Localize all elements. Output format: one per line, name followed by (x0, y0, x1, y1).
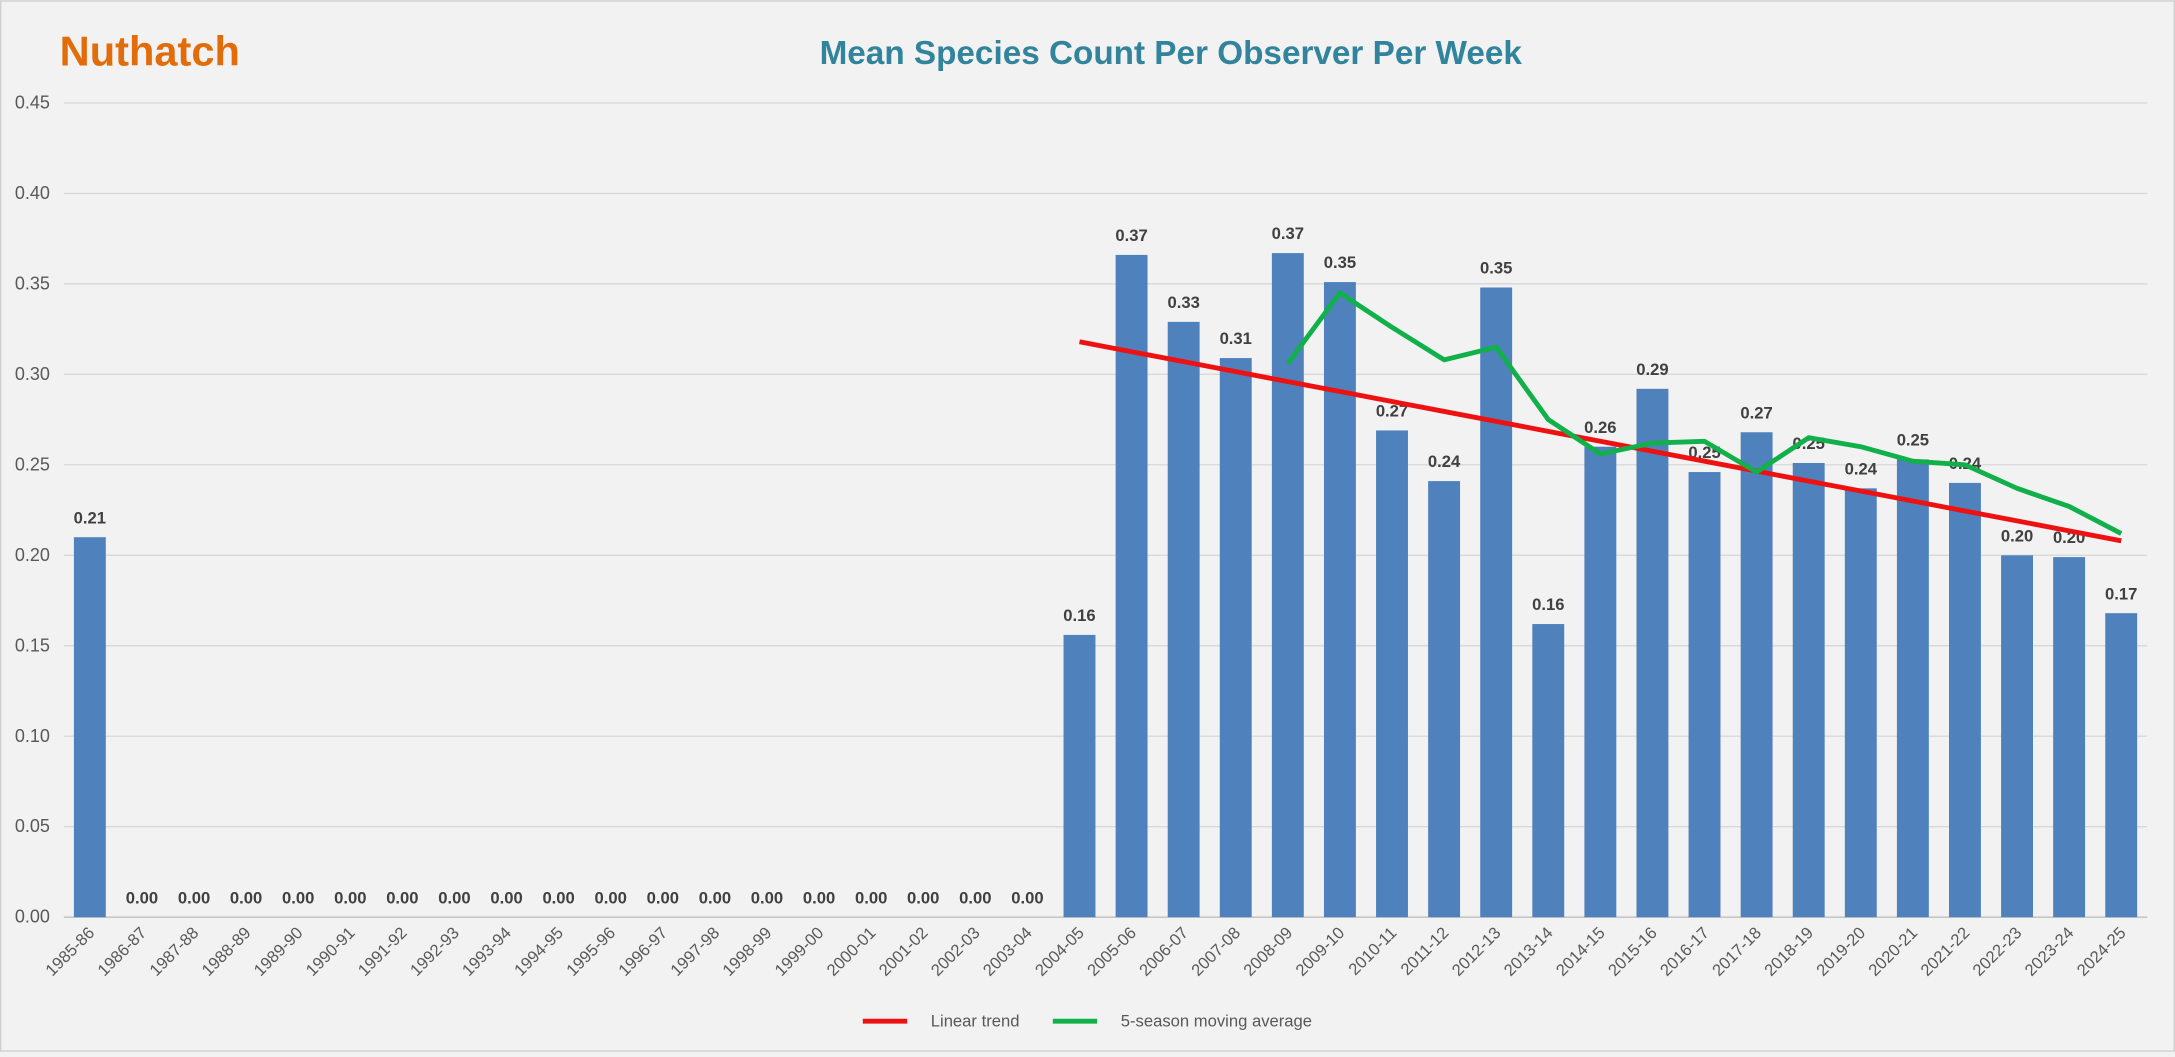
bar (2001, 555, 2033, 918)
data-label: 0.00 (334, 888, 366, 907)
data-label: 0.37 (1115, 226, 1147, 245)
bar (1636, 388, 1669, 918)
data-label: 0.25 (1897, 431, 1929, 450)
data-label: 0.20 (2001, 526, 2033, 545)
data-label: 0.24 (1845, 459, 1878, 478)
data-label: 0.00 (1011, 888, 1043, 907)
data-label: 0.00 (178, 888, 210, 907)
data-label: 0.00 (699, 888, 731, 907)
data-label: 0.35 (1480, 259, 1512, 278)
data-label: 0.27 (1376, 402, 1408, 421)
y-tick-label: 0.30 (15, 364, 50, 384)
y-tick-label: 0.15 (15, 635, 50, 655)
data-label: 0.00 (438, 888, 470, 907)
data-label: 0.00 (490, 888, 522, 907)
data-label: 0.16 (1532, 595, 1564, 614)
y-tick-label: 0.20 (15, 545, 50, 565)
chart-label: Nuthatch (60, 27, 240, 74)
data-label: 0.00 (126, 888, 158, 907)
y-tick-label: 0.05 (15, 816, 50, 836)
bar (1167, 321, 1200, 918)
bar (1688, 472, 1721, 918)
data-label: 0.26 (1584, 418, 1616, 437)
legend-label: Linear trend (931, 1012, 1020, 1031)
bar (2105, 613, 2138, 918)
bar (1896, 459, 1929, 918)
y-tick-label: 0.40 (15, 183, 50, 203)
data-label: 0.00 (230, 888, 262, 907)
legend-label: 5-season moving average (1121, 1012, 1312, 1031)
data-label: 0.00 (959, 888, 991, 907)
data-label: 0.27 (1740, 403, 1772, 422)
y-tick-label: 0.45 (15, 92, 50, 112)
data-label: 0.00 (647, 888, 679, 907)
y-tick-label: 0.10 (15, 726, 50, 746)
bar (1219, 358, 1252, 918)
bar (1271, 253, 1304, 918)
bar (2053, 557, 2086, 918)
data-label: 0.00 (542, 888, 574, 907)
bar (1740, 432, 1773, 918)
y-tick-label: 0.25 (15, 454, 50, 474)
data-label: 0.37 (1272, 224, 1304, 243)
bar (73, 537, 106, 918)
bar (1844, 488, 1877, 918)
data-label: 0.24 (1428, 452, 1461, 471)
data-label: 0.00 (386, 888, 418, 907)
data-label: 0.29 (1636, 360, 1668, 379)
bar (1792, 463, 1825, 918)
bar (1323, 282, 1356, 918)
bar (1949, 482, 1981, 918)
bar (1115, 254, 1148, 918)
data-label: 0.16 (1063, 606, 1095, 625)
data-label: 0.00 (907, 888, 939, 907)
data-label: 0.00 (855, 888, 887, 907)
series-line (1079, 339, 2122, 544)
bar (1376, 430, 1408, 918)
bar (1532, 624, 1565, 918)
data-label: 0.31 (1220, 329, 1252, 348)
bar (1584, 446, 1617, 918)
data-label: 0.35 (1324, 253, 1356, 272)
bar (1063, 634, 1096, 918)
y-tick-label: 0.00 (15, 907, 50, 927)
bar (1428, 481, 1461, 918)
y-tick-label: 0.35 (15, 273, 50, 293)
data-label: 0.17 (2105, 584, 2137, 603)
data-label: 0.00 (282, 888, 314, 907)
data-label: 0.21 (74, 508, 106, 527)
data-label: 0.00 (751, 888, 783, 907)
bar (1480, 287, 1513, 918)
series-line (1285, 290, 2123, 536)
data-label: 0.33 (1167, 293, 1199, 312)
data-label: 0.00 (595, 888, 627, 907)
chart-title: Mean Species Count Per Observer Per Week (820, 35, 1523, 72)
data-label: 0.00 (803, 888, 835, 907)
